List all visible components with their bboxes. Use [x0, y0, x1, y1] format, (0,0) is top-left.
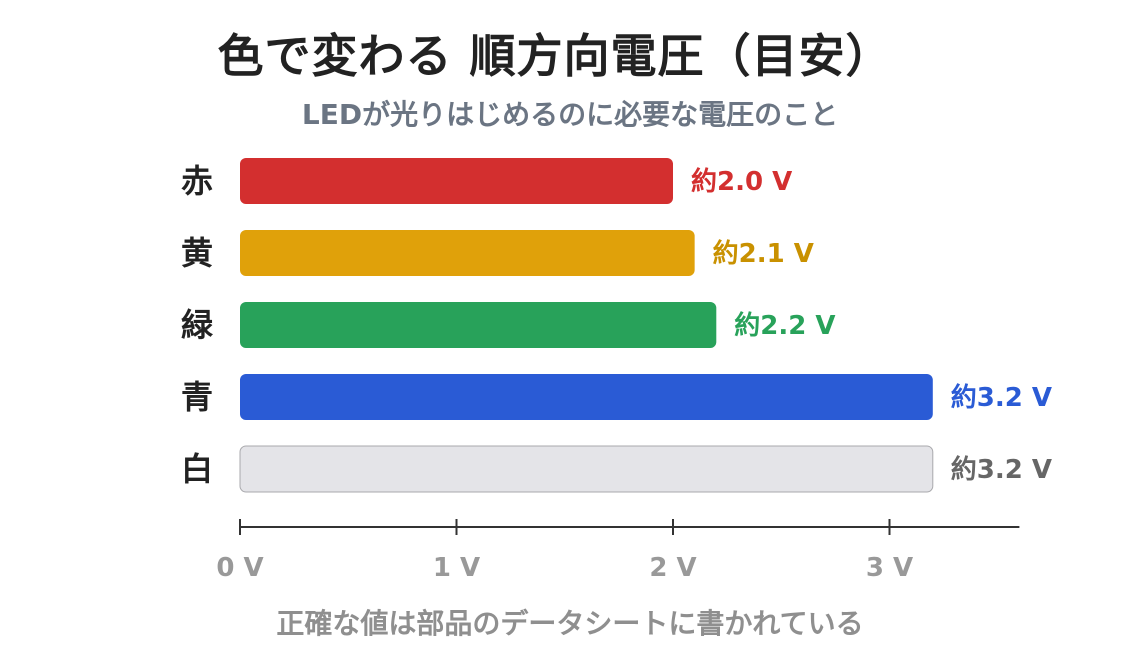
- category-label: 緑: [181, 306, 214, 344]
- x-tick-label: 1 V: [433, 553, 480, 583]
- chart-subtitle: LEDが光りはじめるのに必要な電圧のこと: [301, 98, 839, 131]
- bar: [240, 302, 717, 348]
- value-label: 約2.0 V: [691, 166, 792, 197]
- chart-title: 色で変わる 順方向電圧（目安）: [217, 29, 893, 83]
- category-label: 黄: [181, 234, 213, 272]
- category-label: 青: [181, 378, 213, 416]
- bar: [240, 230, 695, 276]
- x-tick-label: 2 V: [649, 553, 696, 583]
- value-label: 約3.2 V: [951, 454, 1052, 485]
- x-tick-label: 3 V: [866, 553, 913, 583]
- value-label: 約3.2 V: [951, 382, 1052, 413]
- category-label: 白: [181, 450, 213, 488]
- x-tick-label: 0 V: [216, 553, 263, 583]
- chart-footnote: 正確な値は部品のデータシートに書かれている: [276, 607, 864, 640]
- value-label: 約2.2 V: [734, 310, 835, 341]
- bar: [239, 445, 934, 493]
- category-label: 赤: [181, 162, 213, 200]
- bar: [240, 158, 673, 204]
- bar: [240, 374, 933, 420]
- value-label: 約2.1 V: [713, 238, 814, 269]
